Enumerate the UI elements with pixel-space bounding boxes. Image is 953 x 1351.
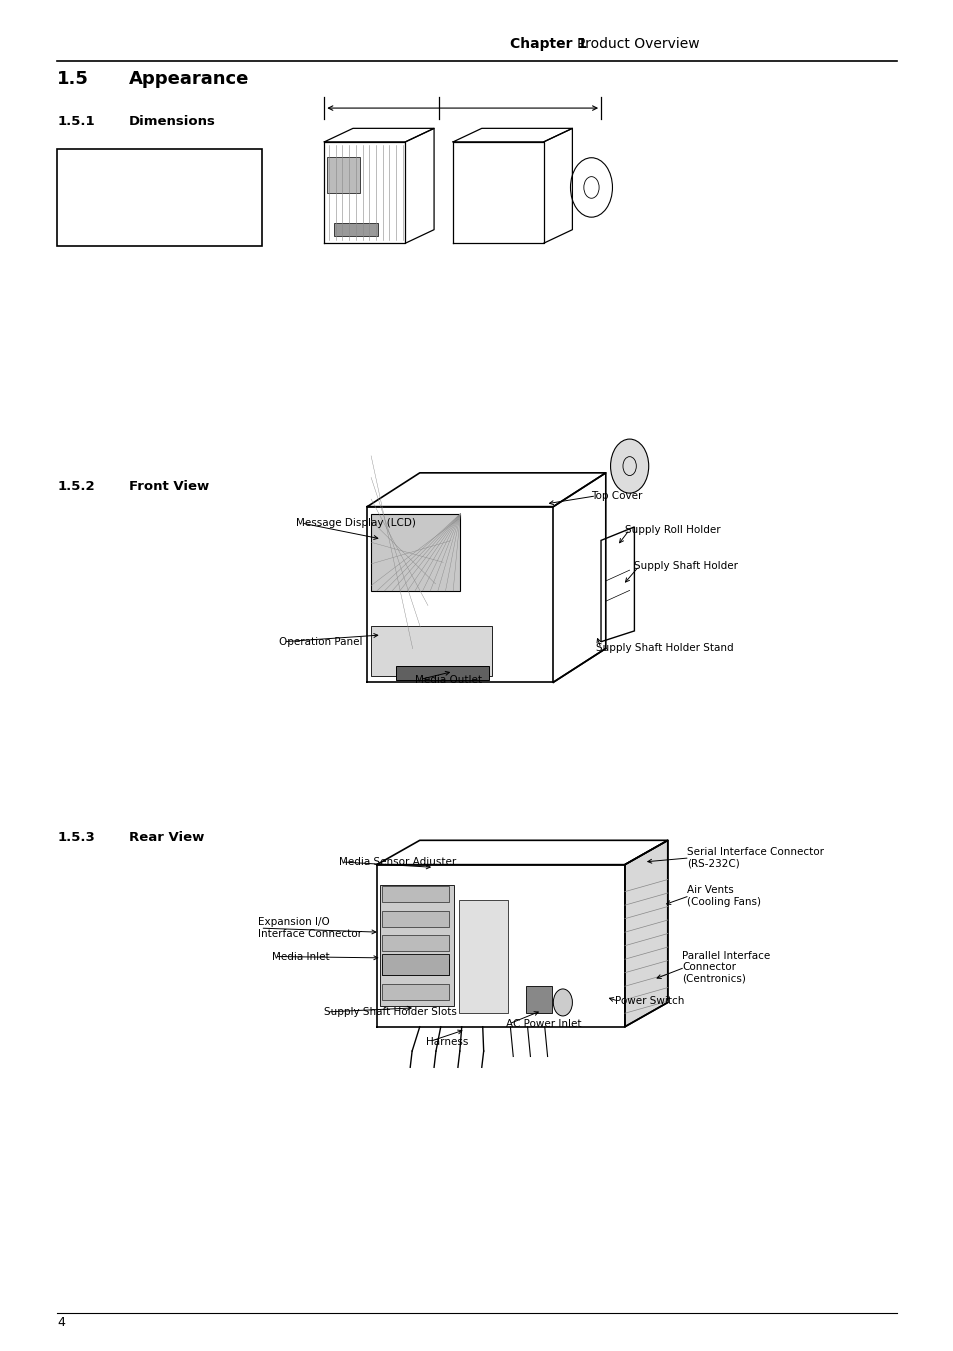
Text: Rear View: Rear View [129, 831, 204, 844]
Text: Supply Roll Holder: Supply Roll Holder [624, 524, 720, 535]
Text: Top Cover: Top Cover [591, 490, 642, 501]
Text: Parallel Interface
Connector
(Centronics): Parallel Interface Connector (Centronics… [681, 951, 770, 984]
Text: Chapter 1: Chapter 1 [510, 38, 587, 51]
FancyBboxPatch shape [334, 223, 378, 236]
FancyBboxPatch shape [395, 666, 489, 680]
FancyBboxPatch shape [381, 886, 448, 902]
Circle shape [610, 439, 648, 493]
FancyBboxPatch shape [57, 149, 262, 246]
FancyBboxPatch shape [381, 984, 448, 1000]
Text: Product Overview: Product Overview [577, 38, 700, 51]
FancyBboxPatch shape [371, 513, 460, 590]
FancyBboxPatch shape [379, 885, 454, 1006]
FancyBboxPatch shape [381, 959, 448, 975]
Text: 4: 4 [57, 1316, 65, 1329]
Text: Message Display (LCD): Message Display (LCD) [295, 517, 416, 528]
FancyBboxPatch shape [371, 627, 492, 676]
Text: Operation Panel: Operation Panel [278, 636, 362, 647]
Text: Front View: Front View [129, 480, 209, 493]
Text: 1.5.3: 1.5.3 [57, 831, 95, 844]
FancyBboxPatch shape [458, 900, 508, 1013]
Text: Supply Shaft Holder Stand: Supply Shaft Holder Stand [596, 643, 733, 654]
Text: Appearance: Appearance [129, 70, 249, 88]
Circle shape [553, 989, 572, 1016]
Text: Media Inlet: Media Inlet [272, 951, 329, 962]
Text: 1.5.2: 1.5.2 [57, 480, 94, 493]
FancyBboxPatch shape [327, 157, 359, 193]
Text: Dimensions: Dimensions [129, 115, 215, 128]
Text: AC Power Inlet: AC Power Inlet [505, 1019, 580, 1029]
Text: Media Outlet: Media Outlet [415, 674, 481, 685]
Text: Air Vents
(Cooling Fans): Air Vents (Cooling Fans) [686, 885, 760, 907]
Text: Supply Shaft Holder Slots: Supply Shaft Holder Slots [324, 1006, 456, 1017]
FancyBboxPatch shape [381, 911, 448, 927]
Text: Supply Shaft Holder: Supply Shaft Holder [634, 561, 738, 571]
FancyBboxPatch shape [381, 954, 448, 975]
Polygon shape [624, 840, 667, 1027]
Text: Media Sensor Adjuster: Media Sensor Adjuster [338, 857, 456, 867]
FancyBboxPatch shape [525, 986, 552, 1013]
Text: Serial Interface Connector
(RS-232C): Serial Interface Connector (RS-232C) [686, 847, 823, 869]
Text: Harness: Harness [426, 1036, 468, 1047]
FancyBboxPatch shape [381, 935, 448, 951]
Text: 1.5.1: 1.5.1 [57, 115, 94, 128]
Text: Expansion I/O
Interface Connector: Expansion I/O Interface Connector [257, 917, 361, 939]
Text: 1.5: 1.5 [57, 70, 89, 88]
Text: Power Switch: Power Switch [615, 996, 684, 1006]
